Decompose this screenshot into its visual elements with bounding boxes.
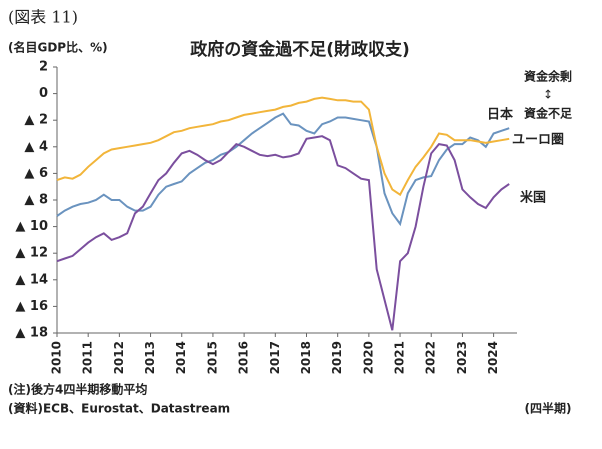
series-label: 米国 — [520, 190, 546, 206]
x-tick-label: 2010 — [50, 341, 64, 374]
annotation: 資金不足 — [524, 106, 572, 121]
chart-title: 政府の資金過不足(財政収支) — [190, 39, 410, 60]
y-tick-label: 0 — [39, 86, 48, 101]
x-tick-label: 2024 — [486, 341, 500, 374]
x-tick-label: 2015 — [205, 341, 219, 374]
y-tick-label: ▲ 14 — [15, 272, 48, 287]
series-label: 日本 — [487, 107, 513, 123]
y-tick-label: ▲ 12 — [15, 246, 48, 261]
series-line — [56, 96, 510, 197]
series-label: ユーロ圏 — [512, 133, 564, 148]
x-tick-label: 2021 — [393, 341, 407, 374]
annotation: ↕ — [543, 88, 553, 102]
y-tick-label: ▲ 8 — [24, 193, 48, 208]
y-tick-label: ▲ 10 — [15, 219, 48, 234]
y-axis-label: (名目GDP比、%) — [8, 40, 108, 55]
y-tick-label: ▲ 18 — [15, 326, 48, 341]
y-tick-label: ▲ 2 — [24, 113, 48, 128]
x-tick-label: 2016 — [237, 341, 251, 374]
x-unit: (四半期) — [525, 401, 572, 416]
note: (資料)ECB、Eurostat、Datastream — [8, 401, 230, 416]
x-tick-label: 2012 — [112, 341, 126, 374]
y-tick-label: 2 — [39, 60, 48, 75]
y-tick-label: ▲ 4 — [24, 139, 48, 154]
x-tick-label: 2020 — [361, 341, 375, 374]
note: (注)後方4四半期移動平均 — [8, 382, 147, 397]
x-tick-label: 2014 — [174, 341, 188, 374]
x-tick-label: 2018 — [299, 341, 313, 374]
x-tick-label: 2017 — [268, 341, 282, 374]
series-line — [56, 112, 510, 227]
annotation: 資金余剰 — [524, 69, 572, 84]
y-tick-label: ▲ 16 — [15, 299, 48, 314]
x-tick-label: 2022 — [424, 341, 438, 374]
figure-label: (図表 11) — [8, 8, 78, 27]
x-tick-label: 2019 — [330, 341, 344, 374]
series-line — [56, 135, 510, 331]
x-tick-label: 2023 — [455, 341, 469, 374]
x-tick-label: 2013 — [143, 341, 157, 374]
y-tick-label: ▲ 6 — [24, 166, 48, 181]
x-tick-label: 2011 — [81, 341, 95, 374]
